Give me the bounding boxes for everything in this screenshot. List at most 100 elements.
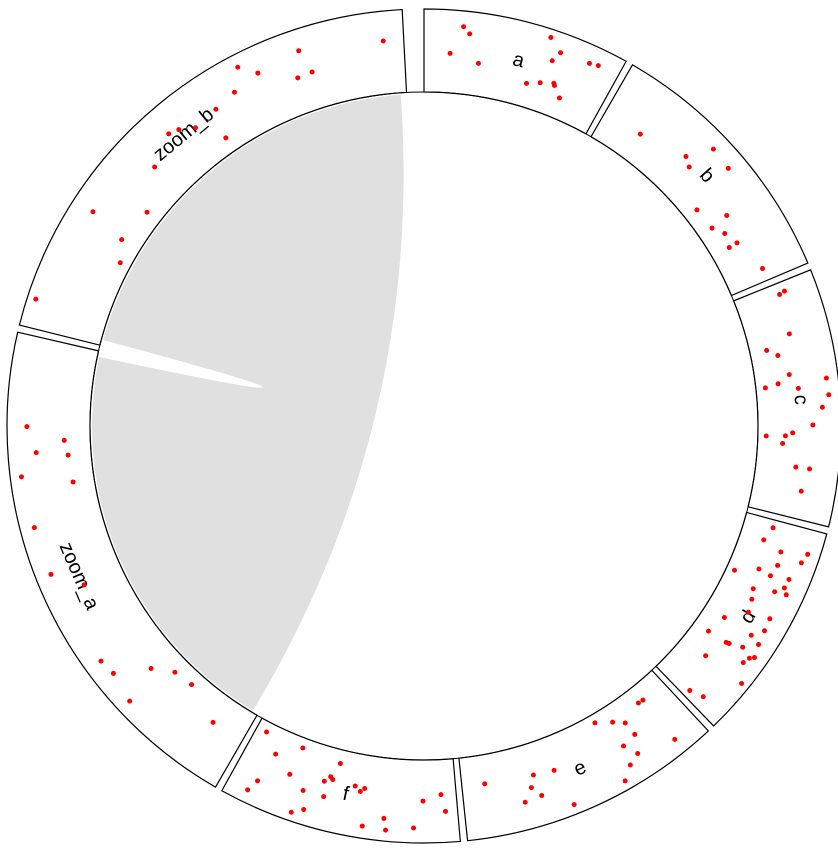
- point-d: [786, 576, 792, 582]
- sector-cell-f: [221, 717, 461, 844]
- point-d: [706, 628, 712, 634]
- point-f: [328, 774, 334, 780]
- point-b: [759, 266, 765, 272]
- sector-label-a: a: [510, 48, 527, 72]
- point-d: [767, 573, 773, 579]
- point-e: [632, 731, 638, 737]
- point-zoom_a: [61, 437, 67, 443]
- point-e: [571, 802, 577, 808]
- point-b: [637, 131, 643, 137]
- point-f: [273, 751, 279, 757]
- point-f: [443, 808, 449, 814]
- point-d: [687, 688, 693, 694]
- links-layer: [91, 94, 404, 711]
- point-f: [359, 823, 365, 829]
- point-b: [694, 207, 700, 213]
- point-f: [300, 745, 306, 751]
- point-b: [734, 240, 740, 246]
- sector-label-e: e: [570, 756, 589, 781]
- point-zoom_a: [189, 682, 195, 688]
- point-d: [756, 642, 762, 648]
- point-d: [723, 639, 729, 645]
- sector-cell-zoom_a: [6, 331, 258, 788]
- point-c: [819, 404, 825, 410]
- point-a: [551, 80, 557, 86]
- point-d: [749, 596, 755, 602]
- point-zoom_b: [166, 131, 172, 137]
- point-c: [793, 464, 799, 470]
- point-f: [362, 786, 368, 792]
- point-zoom_a: [48, 571, 54, 577]
- sector-cell-b: [590, 64, 809, 297]
- point-zoom_b: [231, 89, 237, 95]
- point-c: [781, 288, 787, 294]
- point-c: [798, 488, 804, 494]
- point-b: [683, 154, 689, 160]
- sector-label-b: b: [695, 164, 719, 187]
- point-zoom_b: [223, 135, 229, 141]
- point-zoom_b: [380, 38, 386, 44]
- point-a: [447, 50, 453, 56]
- point-zoom_a: [110, 670, 116, 676]
- point-d: [703, 653, 709, 659]
- point-d: [740, 660, 746, 666]
- point-d: [748, 632, 754, 638]
- point-c: [795, 385, 801, 391]
- point-zoom_b: [235, 64, 241, 70]
- point-a: [461, 24, 467, 30]
- point-c: [764, 347, 770, 353]
- sector-cell-c: [732, 269, 838, 528]
- point-f: [352, 783, 358, 789]
- point-d: [781, 585, 787, 591]
- point-d: [746, 655, 752, 661]
- point-c: [786, 372, 792, 378]
- sector-cell-zoom_b: [18, 8, 408, 346]
- point-f: [245, 787, 251, 793]
- point-zoom_b: [144, 209, 150, 215]
- point-zoom_a: [70, 479, 76, 485]
- point-f: [287, 771, 293, 777]
- point-zoom_b: [192, 125, 198, 131]
- point-e: [627, 762, 633, 768]
- link-zoom_a-zoom_b: [91, 94, 404, 711]
- point-e: [672, 736, 678, 742]
- point-c: [777, 292, 783, 298]
- point-d: [762, 628, 768, 634]
- point-e: [592, 720, 598, 726]
- point-b: [722, 230, 728, 236]
- sector-label-f: f: [341, 783, 351, 806]
- point-zoom_a: [18, 474, 24, 480]
- point-a: [524, 80, 530, 86]
- point-e: [522, 799, 528, 805]
- point-c: [775, 381, 781, 387]
- point-e: [622, 720, 628, 726]
- point-c: [782, 433, 788, 439]
- point-e: [551, 767, 557, 773]
- point-a: [467, 31, 473, 37]
- point-b: [726, 245, 732, 251]
- point-f: [438, 792, 444, 798]
- point-f: [255, 778, 261, 784]
- point-e: [635, 750, 641, 756]
- point-b: [725, 165, 731, 171]
- point-zoom_a: [148, 666, 154, 672]
- point-zoom_a: [81, 582, 87, 588]
- point-d: [751, 655, 757, 661]
- point-zoom_b: [90, 209, 96, 215]
- point-c: [780, 440, 786, 446]
- point-zoom_b: [33, 296, 39, 302]
- point-d: [756, 566, 762, 572]
- point-d: [700, 694, 706, 700]
- point-zoom_b: [309, 69, 315, 75]
- point-d: [778, 549, 784, 555]
- point-d: [721, 615, 727, 621]
- point-d: [775, 562, 781, 568]
- point-e: [530, 772, 536, 778]
- point-e: [621, 743, 627, 749]
- point-c: [826, 392, 832, 398]
- point-d: [745, 609, 751, 615]
- sector-cell-a: [423, 8, 627, 135]
- point-a: [595, 63, 601, 69]
